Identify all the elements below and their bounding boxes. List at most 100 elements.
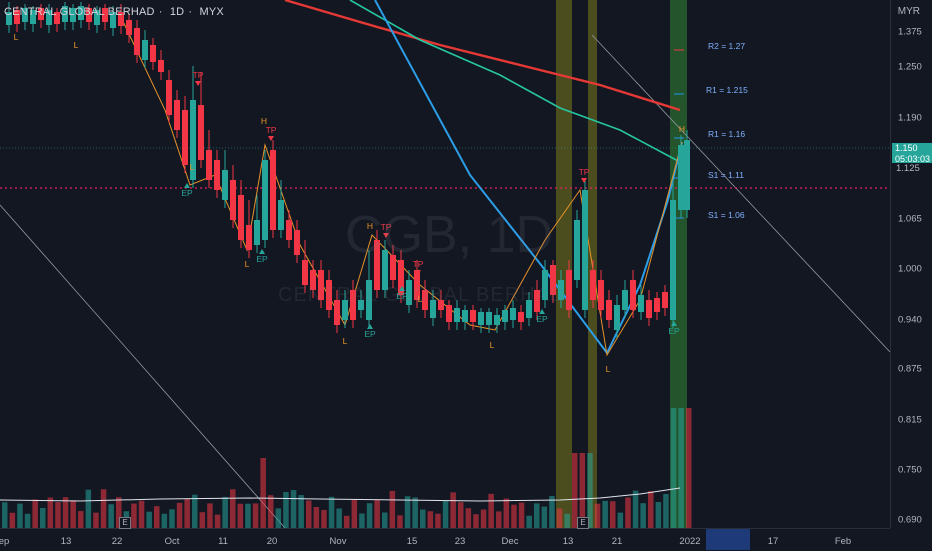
current-price: 1.150 xyxy=(895,143,918,153)
volume-bar xyxy=(503,498,510,528)
candle-body xyxy=(22,8,28,22)
candle-body xyxy=(182,110,188,165)
volume-bar xyxy=(488,493,494,528)
candle-body xyxy=(598,280,604,310)
take-profit-arrow xyxy=(268,136,274,141)
name-watermark: CENTRAL GLOBAL BERHAD xyxy=(278,284,566,306)
take-profit-arrow xyxy=(415,270,421,275)
volume-bar xyxy=(17,503,23,528)
time-tick: 13 xyxy=(60,536,72,547)
volume-bar xyxy=(2,502,8,528)
low-label: L xyxy=(343,336,348,346)
time-tick: 22 xyxy=(111,536,123,547)
volume-bar xyxy=(62,497,69,528)
candle-body xyxy=(30,10,36,24)
time-tick: 13 xyxy=(562,536,574,547)
low-label: L xyxy=(74,40,79,50)
price-axis[interactable] xyxy=(890,0,932,528)
volume-bar xyxy=(351,499,358,528)
level-r1-upper-label: R1 = 1.215 xyxy=(706,85,748,95)
level-r2-label: R2 = 1.27 xyxy=(708,41,746,51)
trendline xyxy=(591,34,891,353)
candle-body xyxy=(406,280,412,305)
entry-point-label: EP xyxy=(396,291,408,301)
candle-body xyxy=(438,300,444,310)
candle-body xyxy=(662,292,668,308)
volume-bar xyxy=(594,503,601,528)
time-tick: Feb xyxy=(834,536,852,547)
low-label: L xyxy=(14,32,19,42)
level-r1-lower-label: R1 = 1.16 xyxy=(708,129,746,139)
symbol-watermark: CGB, 1D xyxy=(345,206,554,264)
candle-body xyxy=(222,170,228,200)
volume-bar xyxy=(412,497,418,528)
time-tick: 21 xyxy=(611,536,623,547)
candle-body xyxy=(174,100,180,130)
entry-point-label: EP xyxy=(364,329,376,339)
volume-bar xyxy=(260,458,266,528)
volume-bar xyxy=(85,489,92,528)
volume-bar xyxy=(549,495,555,528)
candle-body xyxy=(486,312,492,325)
volume-bar xyxy=(465,508,472,528)
candle-body xyxy=(494,315,500,325)
price-tick: 1.000 xyxy=(898,263,922,275)
volume-bar xyxy=(686,408,692,528)
candle-body xyxy=(270,150,276,230)
time-axis[interactable] xyxy=(0,528,890,551)
take-profit-label: TP xyxy=(579,167,590,177)
time-tick: Nov xyxy=(329,536,347,547)
volume-bar xyxy=(32,499,38,528)
chart-title[interactable]: CENTRAL GLOBAL BERHAD · 1D · MYX xyxy=(4,6,224,18)
earnings-badge[interactable]: E xyxy=(577,517,589,529)
volume-bar xyxy=(207,503,213,528)
volume-bar xyxy=(640,503,646,528)
volume-bar xyxy=(435,513,441,528)
volume-bar xyxy=(328,496,335,528)
volume-bar xyxy=(663,493,669,528)
interval-label: 1D xyxy=(169,6,185,18)
candle-body xyxy=(62,6,68,22)
low-label: L xyxy=(418,294,423,304)
earnings-badge[interactable]: E xyxy=(119,517,131,529)
candle-body xyxy=(230,180,236,220)
take-profit-arrow xyxy=(195,81,201,86)
candle-body xyxy=(198,105,204,160)
volume-bar xyxy=(184,499,190,528)
candle-body xyxy=(574,220,580,280)
candle-body xyxy=(214,160,220,190)
volume-bar xyxy=(298,495,304,528)
volume-bar xyxy=(199,512,206,528)
candle-body xyxy=(46,10,52,25)
volume-bar xyxy=(511,504,517,528)
candle-body xyxy=(398,260,404,295)
volume-bar xyxy=(572,453,578,528)
candle-body xyxy=(190,100,196,180)
low-label: L xyxy=(245,259,250,269)
candle-body xyxy=(518,312,524,322)
candle-body xyxy=(470,310,476,322)
candle-body xyxy=(526,300,532,318)
candle-body xyxy=(366,280,372,320)
entry-arrow xyxy=(671,321,677,326)
dotted-level-tag: 1.125 xyxy=(892,163,932,175)
candle-body xyxy=(278,200,284,230)
time-tick: 11 xyxy=(218,536,228,547)
candle-body xyxy=(414,270,420,300)
volume-bar xyxy=(587,453,593,528)
candle-body xyxy=(334,300,340,325)
low-label: L xyxy=(606,364,611,374)
entry-point-label: EP xyxy=(181,188,193,198)
take-profit-label: TP xyxy=(193,70,204,80)
candle-body xyxy=(78,6,84,20)
volume-bar xyxy=(230,489,236,528)
candle-body xyxy=(262,160,268,240)
volume-bar xyxy=(556,508,563,528)
volume-bar xyxy=(283,491,289,528)
volume-bar xyxy=(648,491,654,528)
candle-body xyxy=(542,270,548,300)
moving-average-long xyxy=(284,0,681,112)
candle-body xyxy=(310,270,316,290)
volume-bar xyxy=(24,513,31,528)
